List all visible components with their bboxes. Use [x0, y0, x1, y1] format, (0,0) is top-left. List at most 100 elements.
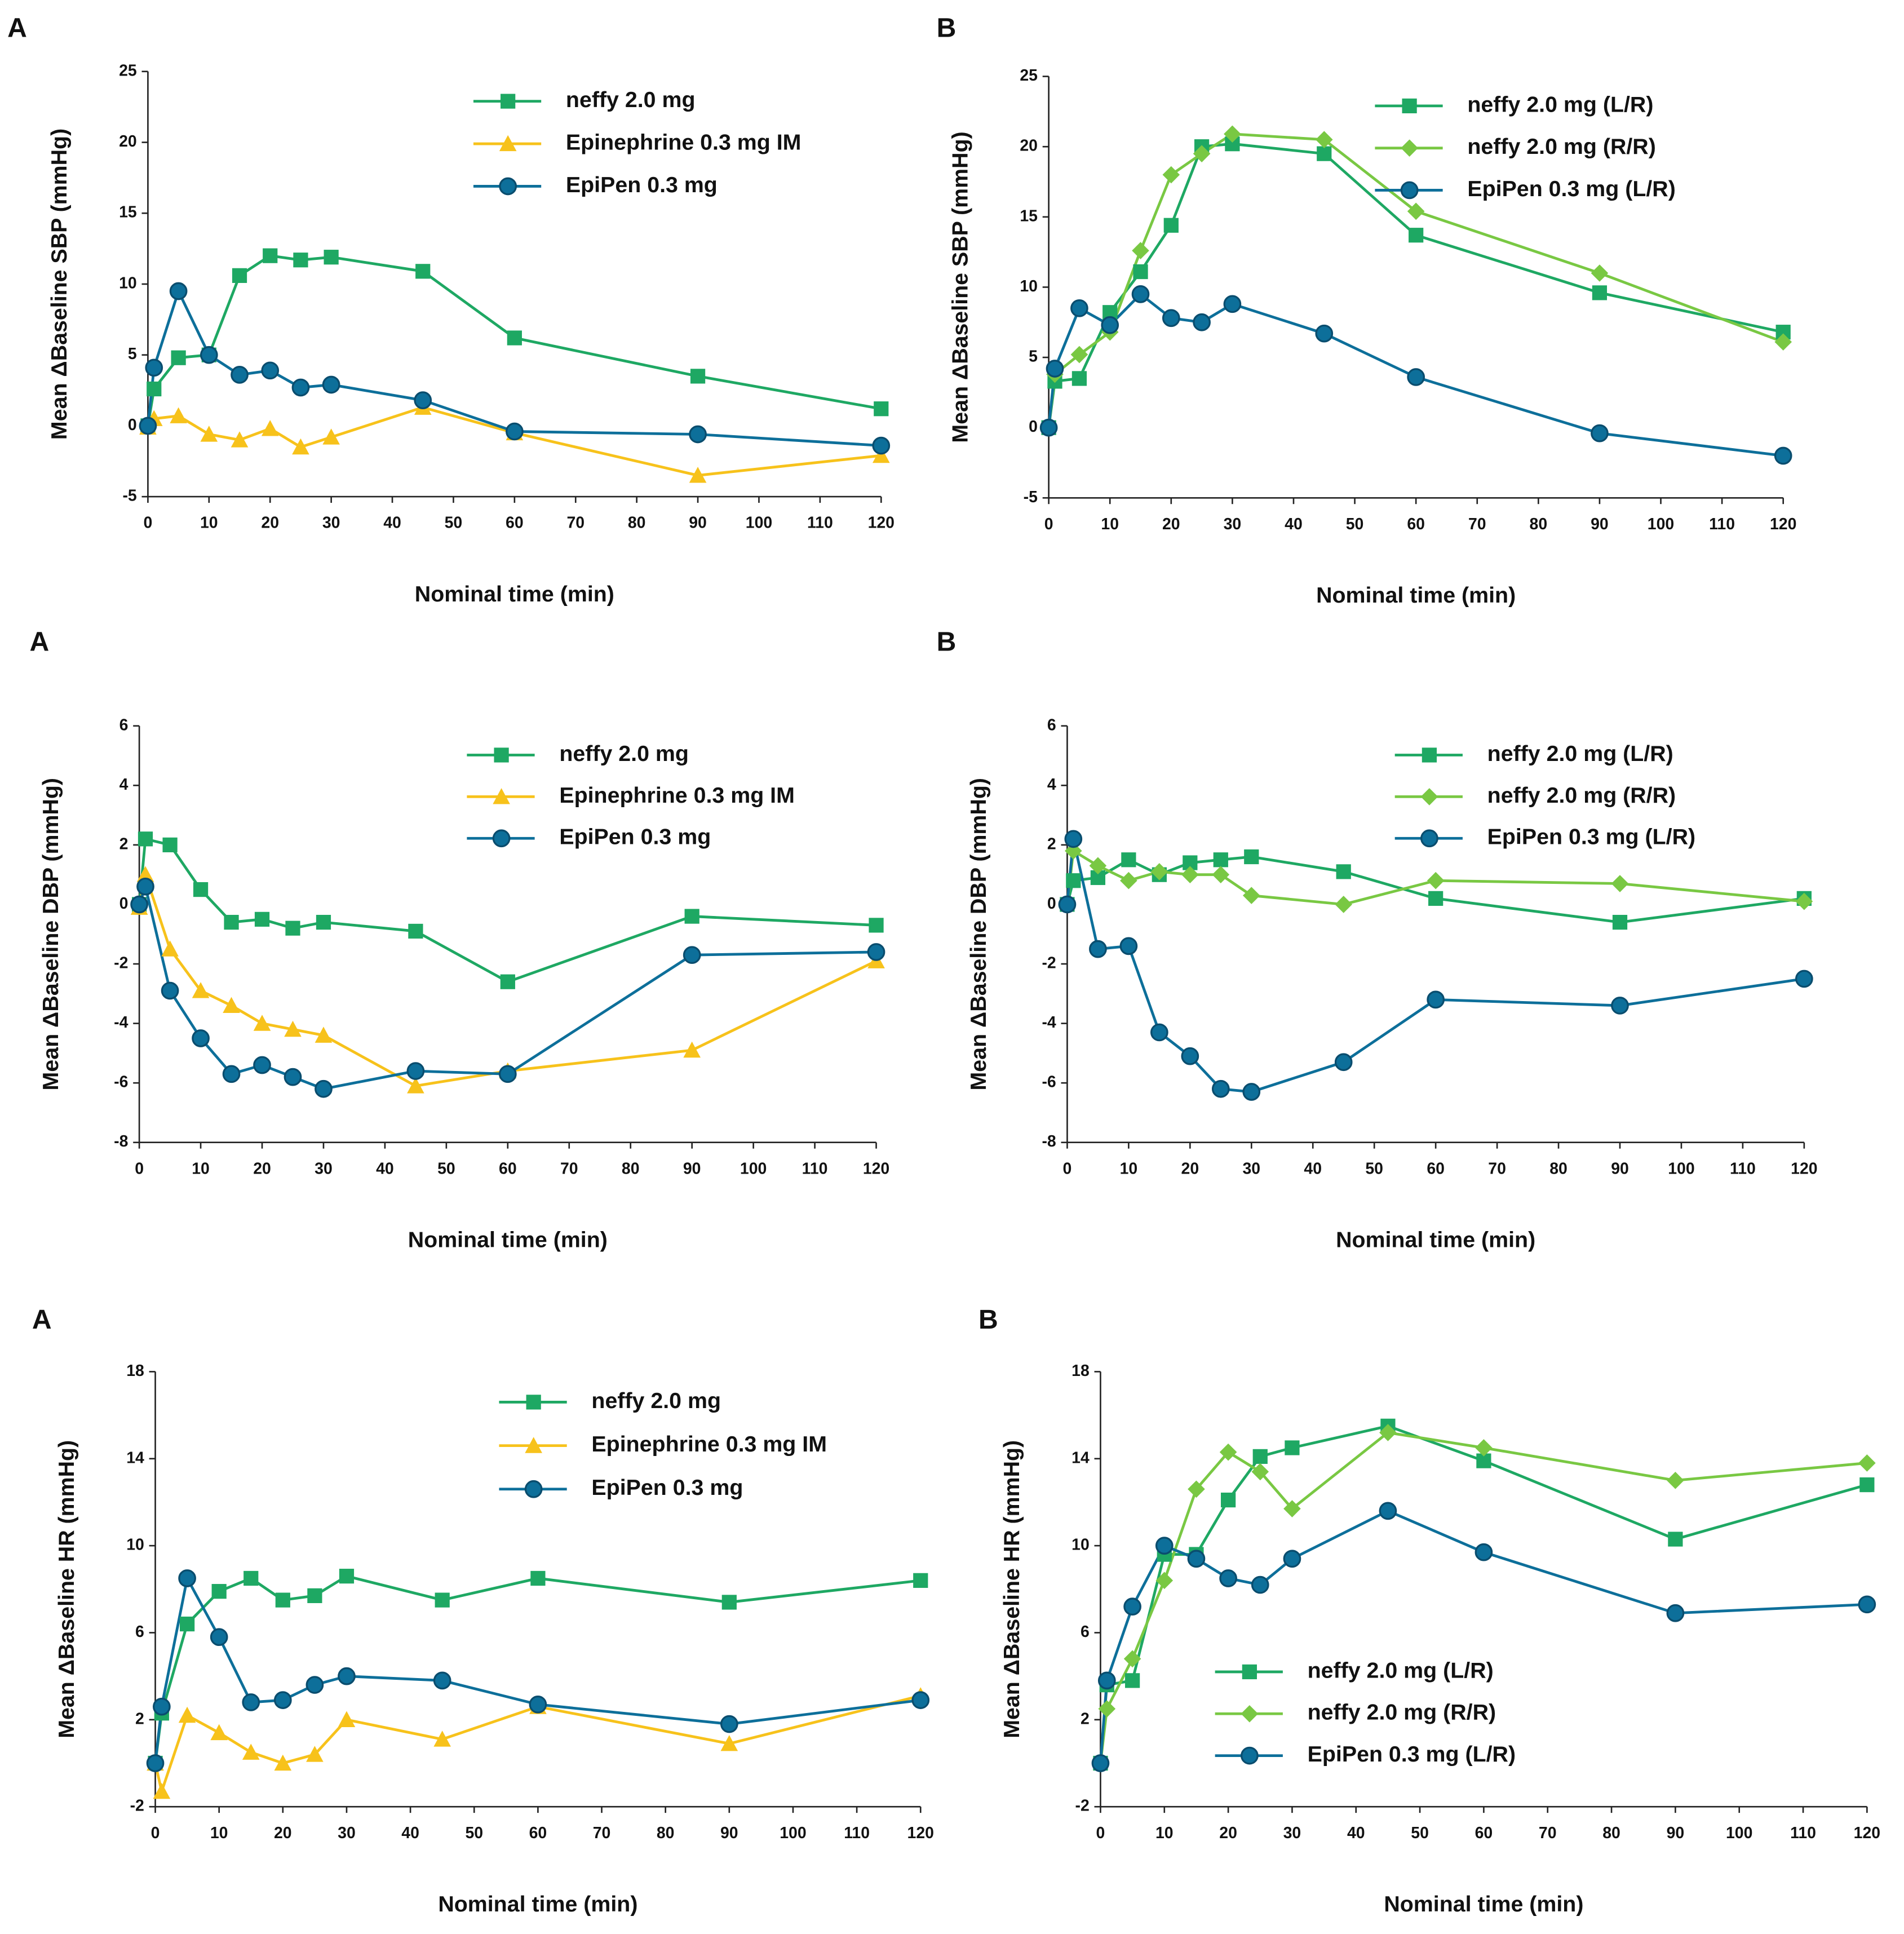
chart-panel: B -5 0 5 10 15 20 25 0 10 20 30 40 50 60 70 80 90 100 110 12… [937, 13, 1797, 608]
marker [689, 467, 707, 483]
y-tick-label: 2 [119, 835, 129, 853]
marker [1219, 1569, 1237, 1587]
marker [1213, 852, 1228, 868]
marker [1220, 1492, 1236, 1508]
marker [1795, 970, 1813, 988]
y-tick-label: 10 [1071, 1536, 1090, 1554]
marker [524, 1480, 543, 1498]
marker [1241, 1705, 1259, 1723]
legend-label: neffy 2.0 mg (R/R) [1308, 1700, 1496, 1725]
marker [1089, 940, 1107, 958]
x-tick-label: 40 [1347, 1824, 1365, 1842]
y-tick-label: 2 [135, 1710, 144, 1728]
marker [525, 1437, 542, 1453]
marker [338, 1667, 356, 1685]
marker [1066, 873, 1081, 888]
marker [200, 346, 218, 364]
legend-label: neffy 2.0 mg (R/R) [1467, 134, 1655, 159]
x-tick-label: 90 [1667, 1824, 1685, 1842]
marker [153, 1782, 171, 1799]
marker [1120, 871, 1137, 889]
marker [162, 837, 178, 853]
marker [171, 350, 186, 365]
x-tick-label: 70 [560, 1159, 578, 1178]
marker [315, 1079, 333, 1098]
y-axis-label: Mean ΔBaseline SBP (mmHg) [47, 129, 72, 440]
x-tick-label: 70 [1539, 1824, 1557, 1842]
marker [161, 940, 179, 957]
x-tick-label: 10 [1120, 1159, 1138, 1178]
marker [293, 253, 308, 268]
marker [1070, 346, 1088, 364]
marker [501, 94, 516, 109]
x-tick-label: 0 [144, 514, 153, 532]
marker [505, 422, 524, 441]
y-tick-label: 6 [1081, 1623, 1090, 1641]
marker [223, 997, 240, 1014]
marker [1283, 1550, 1301, 1568]
y-tick-label: -5 [1024, 488, 1038, 506]
marker [1181, 866, 1199, 883]
marker [224, 915, 239, 930]
marker [1407, 368, 1425, 386]
x-tick-label: 10 [200, 514, 218, 532]
y-tick-label: -2 [1042, 954, 1056, 972]
y-tick-label: 0 [128, 416, 137, 434]
marker [161, 981, 179, 1000]
marker [169, 282, 188, 300]
marker [494, 747, 509, 763]
x-tick-label: 60 [1407, 515, 1425, 533]
marker [1315, 131, 1333, 149]
x-tick-label: 120 [868, 514, 895, 532]
legend-label: Epinephrine 0.3 mg IM [566, 130, 802, 154]
marker [1858, 1454, 1876, 1472]
x-tick-label: 50 [1346, 515, 1364, 533]
x-tick-label: 90 [683, 1159, 701, 1178]
legend-label: EpiPen 0.3 mg [566, 172, 718, 197]
marker [273, 1691, 292, 1709]
series-line [138, 837, 876, 984]
marker [152, 1697, 171, 1716]
marker [253, 1056, 271, 1074]
marker [529, 1695, 547, 1714]
x-axis-label: Nominal time (min) [1336, 1228, 1535, 1253]
marker [872, 436, 891, 455]
marker [414, 391, 432, 409]
y-tick-label: 0 [119, 895, 129, 913]
marker [498, 1065, 517, 1083]
marker [867, 943, 885, 961]
x-tick-label: 60 [506, 514, 524, 532]
chart-panel: A -2 2 6 10 14 18 0 10 20 30 40 50 60 70 80 90 100 110 120 N… [32, 1304, 934, 1917]
marker [324, 250, 339, 265]
marker [720, 1715, 738, 1733]
x-tick-label: 10 [1155, 1824, 1174, 1842]
marker [1427, 990, 1445, 1009]
legend-label: EpiPen 0.3 mg [591, 1475, 743, 1500]
marker [138, 831, 153, 847]
x-tick-label: 70 [566, 514, 585, 532]
marker [1427, 871, 1445, 889]
x-tick-label: 40 [376, 1159, 394, 1178]
legend-label: neffy 2.0 mg [566, 87, 696, 112]
marker [872, 446, 890, 463]
marker [1150, 1023, 1168, 1042]
marker [193, 882, 209, 897]
marker [315, 1026, 333, 1043]
y-tick-label: 5 [1029, 348, 1038, 366]
marker [408, 923, 423, 939]
marker [1242, 1083, 1261, 1101]
marker [1612, 915, 1628, 930]
marker [1244, 849, 1259, 865]
y-tick-label: -2 [114, 954, 128, 972]
marker [1592, 285, 1608, 300]
x-tick-label: 120 [1854, 1824, 1880, 1842]
marker [1611, 875, 1629, 892]
marker [499, 177, 517, 196]
y-tick-label: -2 [1075, 1797, 1090, 1815]
x-tick-label: 110 [1730, 1159, 1756, 1178]
marker [179, 1616, 195, 1632]
marker [1428, 891, 1444, 906]
x-axis-label: Nominal time (min) [408, 1228, 608, 1253]
